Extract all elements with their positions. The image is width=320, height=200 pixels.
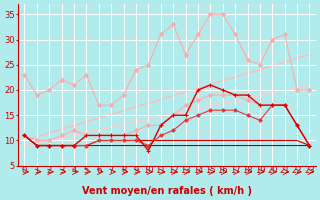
X-axis label: Vent moyen/en rafales ( km/h ): Vent moyen/en rafales ( km/h ) — [82, 186, 252, 196]
